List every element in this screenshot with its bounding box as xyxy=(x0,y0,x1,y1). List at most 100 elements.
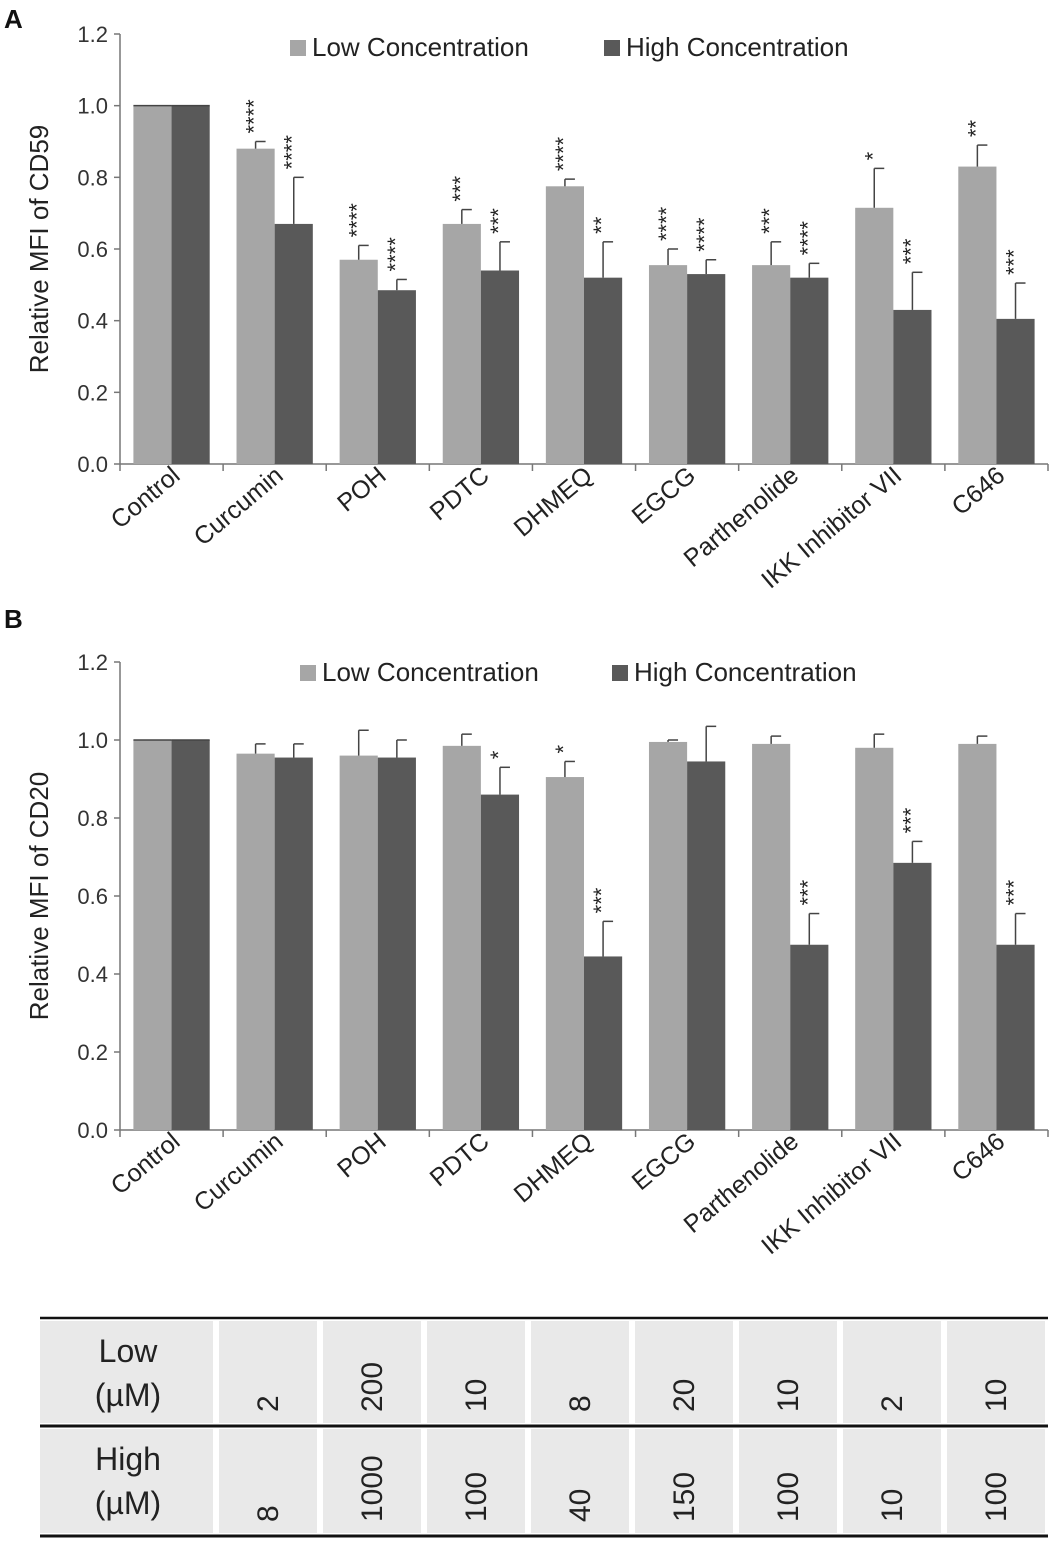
bar-high xyxy=(893,862,932,1130)
significance-mark: *** xyxy=(898,238,923,264)
category-label: Control xyxy=(106,461,186,534)
table-value: 8 xyxy=(564,1395,597,1412)
bar-low xyxy=(752,265,791,464)
table-value: 10 xyxy=(772,1379,805,1412)
significance-mark: * xyxy=(486,750,511,759)
table-cell-bg xyxy=(635,1321,733,1423)
table-cell-bg xyxy=(531,1321,629,1423)
bar-high xyxy=(480,794,520,1130)
table-value: 150 xyxy=(668,1472,701,1522)
concentration-table: Low (µM) 2 200 10 8 20 10 2 10 High (µM) 8 1000 100 40 1… xyxy=(40,1316,1048,1538)
y-axis-label: Relative MFI of CD59 xyxy=(24,125,54,374)
bar-high xyxy=(996,944,1035,1130)
table-cell-bg xyxy=(947,1429,1045,1533)
significance-mark: *** xyxy=(589,887,614,913)
bar-low xyxy=(236,148,275,464)
bar-high xyxy=(687,274,726,464)
table-cell-bg xyxy=(323,1321,421,1423)
significance-mark: **** xyxy=(345,203,370,238)
table-cell-bg xyxy=(739,1429,837,1533)
y-tick-label: 0.8 xyxy=(77,165,108,190)
significance-mark: *** xyxy=(1002,879,1027,905)
table-value: 100 xyxy=(980,1472,1013,1522)
y-axis-label: Relative MFI of CD20 xyxy=(24,772,54,1021)
panel-b-chart: B 0.0 0.2 0.4 0.6 0.8 1.0 1.2 Relative MFI of CD… xyxy=(4,604,1049,1260)
y-tick-label: 0.6 xyxy=(77,237,108,262)
bar-high xyxy=(480,270,520,464)
table-value: 1000 xyxy=(356,1455,389,1522)
significance-mark: **** xyxy=(280,135,305,170)
bar-low xyxy=(442,223,481,464)
significance-mark: **** xyxy=(551,136,576,171)
bar-low xyxy=(133,105,172,465)
significance-mark: *** xyxy=(795,879,820,905)
y-tick-label: 0.2 xyxy=(77,380,108,405)
table-value: 10 xyxy=(876,1489,909,1522)
category-label: PDTC xyxy=(425,1127,495,1192)
panel-a-chart: A 0.0 0.2 0.4 0.6 0.8 1.0 1.2 Relative MFI of CD… xyxy=(4,4,1049,594)
table-value: 20 xyxy=(668,1379,701,1412)
table-cell-bg xyxy=(635,1429,733,1533)
table-cell-bg xyxy=(739,1321,837,1423)
significance-mark: **** xyxy=(383,237,408,272)
category-label: C646 xyxy=(947,1127,1011,1187)
legend-label: High Concentration xyxy=(626,32,849,62)
table-cell-bg xyxy=(40,1429,213,1533)
y-tick-label: 0.0 xyxy=(77,452,108,477)
table-cell-bg xyxy=(947,1321,1045,1423)
legend-swatch xyxy=(300,665,316,681)
table-cell-bg xyxy=(427,1429,525,1533)
category-label: Control xyxy=(106,1127,186,1200)
table-row-unit: (µM) xyxy=(95,1485,161,1521)
bar-high xyxy=(171,105,210,465)
legend-label: Low Concentration xyxy=(322,657,539,687)
bar-low xyxy=(855,747,894,1130)
bar-high xyxy=(996,318,1035,464)
y-tick-label: 1.2 xyxy=(77,650,108,675)
bar-high xyxy=(687,761,726,1130)
bar-high xyxy=(377,757,416,1130)
y-tick-label: 0.6 xyxy=(77,884,108,909)
significance-mark: **** xyxy=(692,217,717,252)
table-value: 8 xyxy=(252,1505,285,1522)
category-label: Curcumin xyxy=(189,1127,289,1217)
significance-mark: **** xyxy=(654,206,679,241)
bar-high xyxy=(790,944,829,1130)
bar-high xyxy=(171,740,210,1130)
table-value: 2 xyxy=(876,1395,909,1412)
table-row-unit: (µM) xyxy=(95,1377,161,1413)
legend-swatch xyxy=(612,665,628,681)
table-cell-bg xyxy=(427,1321,525,1423)
category-label: DHMEQ xyxy=(509,1127,598,1208)
bar-high xyxy=(584,277,623,464)
category-label: Curcumin xyxy=(189,461,289,551)
table-value: 100 xyxy=(460,1472,493,1522)
bar-high xyxy=(893,309,932,464)
panel-letter: B xyxy=(4,604,23,634)
bar-low xyxy=(133,740,172,1130)
legend-swatch xyxy=(290,40,306,56)
significance-mark: *** xyxy=(757,208,782,234)
y-tick-label: 0.4 xyxy=(77,309,108,334)
table-cell-bg xyxy=(219,1321,317,1423)
legend-label: Low Concentration xyxy=(312,32,529,62)
category-label: DHMEQ xyxy=(509,461,598,542)
table-value: 100 xyxy=(772,1472,805,1522)
bar-low xyxy=(236,753,275,1130)
table-value: 200 xyxy=(356,1362,389,1412)
table-cell-bg xyxy=(40,1321,213,1423)
significance-mark: **** xyxy=(795,221,820,256)
significance-mark: *** xyxy=(448,175,473,201)
significance-mark: * xyxy=(551,744,576,753)
category-label: C646 xyxy=(947,461,1011,521)
category-label: EGCG xyxy=(627,1127,701,1196)
table-value: 10 xyxy=(980,1379,1013,1412)
category-label: POH xyxy=(332,1127,392,1183)
table-cell-bg xyxy=(219,1429,317,1533)
bar-high xyxy=(377,290,416,464)
significance-mark: *** xyxy=(898,807,923,833)
table-cell-bg xyxy=(843,1429,941,1533)
category-label: POH xyxy=(332,461,392,517)
table-value: 40 xyxy=(564,1489,597,1522)
